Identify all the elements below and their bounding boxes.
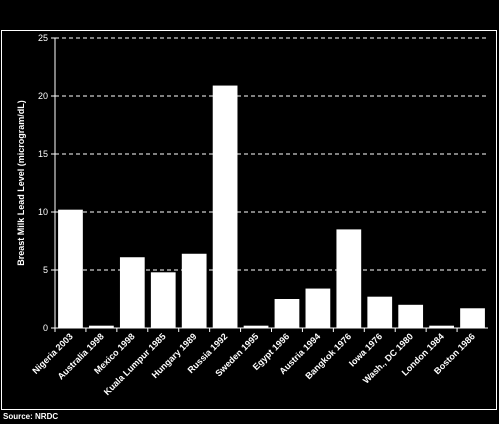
y-axis-title: Breast Milk Lead Level (microgram/dL) <box>16 100 26 266</box>
chart-frame <box>1 30 497 410</box>
bar <box>429 325 454 328</box>
bar <box>181 253 207 328</box>
y-tick-label: 20 <box>38 91 48 101</box>
bar <box>243 325 269 328</box>
y-tick-label: 0 <box>43 323 48 333</box>
bar <box>212 85 238 328</box>
bar <box>89 325 114 328</box>
gridlines <box>55 37 488 271</box>
bar <box>58 209 83 328</box>
bar <box>460 308 485 328</box>
y-tick-label: 15 <box>38 149 48 159</box>
bar <box>119 257 145 328</box>
bar <box>150 272 176 328</box>
source-note: Source: NRDC <box>3 412 59 421</box>
y-tick-labels: 0 5 10 15 20 25 <box>38 33 48 333</box>
y-tick-label: 10 <box>38 207 48 217</box>
bars <box>58 85 485 328</box>
bar <box>336 229 362 328</box>
bar <box>274 299 300 328</box>
bar <box>398 304 424 328</box>
bar <box>367 296 393 328</box>
y-tick-label: 25 <box>38 33 48 43</box>
axes <box>51 37 488 332</box>
y-tick-label: 5 <box>43 265 48 275</box>
bar <box>305 288 331 328</box>
